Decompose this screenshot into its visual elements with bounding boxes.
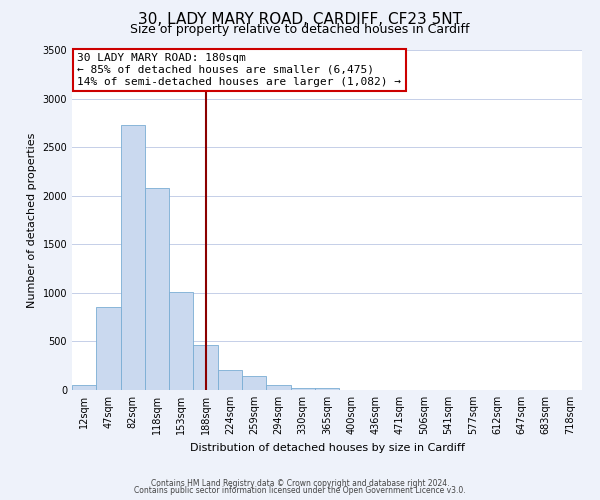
Bar <box>72 384 96 390</box>
Bar <box>145 188 169 390</box>
Text: Contains HM Land Registry data © Crown copyright and database right 2024.: Contains HM Land Registry data © Crown c… <box>151 478 449 488</box>
Bar <box>96 308 121 390</box>
Bar <box>193 346 218 390</box>
Bar <box>242 376 266 390</box>
Bar <box>290 388 315 390</box>
Bar <box>266 384 290 390</box>
Text: Contains public sector information licensed under the Open Government Licence v3: Contains public sector information licen… <box>134 486 466 495</box>
Bar <box>218 370 242 390</box>
Y-axis label: Number of detached properties: Number of detached properties <box>27 132 37 308</box>
Text: Size of property relative to detached houses in Cardiff: Size of property relative to detached ho… <box>130 22 470 36</box>
X-axis label: Distribution of detached houses by size in Cardiff: Distribution of detached houses by size … <box>190 442 464 452</box>
Bar <box>315 388 339 390</box>
Bar <box>169 292 193 390</box>
Bar <box>121 126 145 390</box>
Text: 30, LADY MARY ROAD, CARDIFF, CF23 5NT: 30, LADY MARY ROAD, CARDIFF, CF23 5NT <box>138 12 462 28</box>
Text: 30 LADY MARY ROAD: 180sqm
← 85% of detached houses are smaller (6,475)
14% of se: 30 LADY MARY ROAD: 180sqm ← 85% of detac… <box>77 54 401 86</box>
